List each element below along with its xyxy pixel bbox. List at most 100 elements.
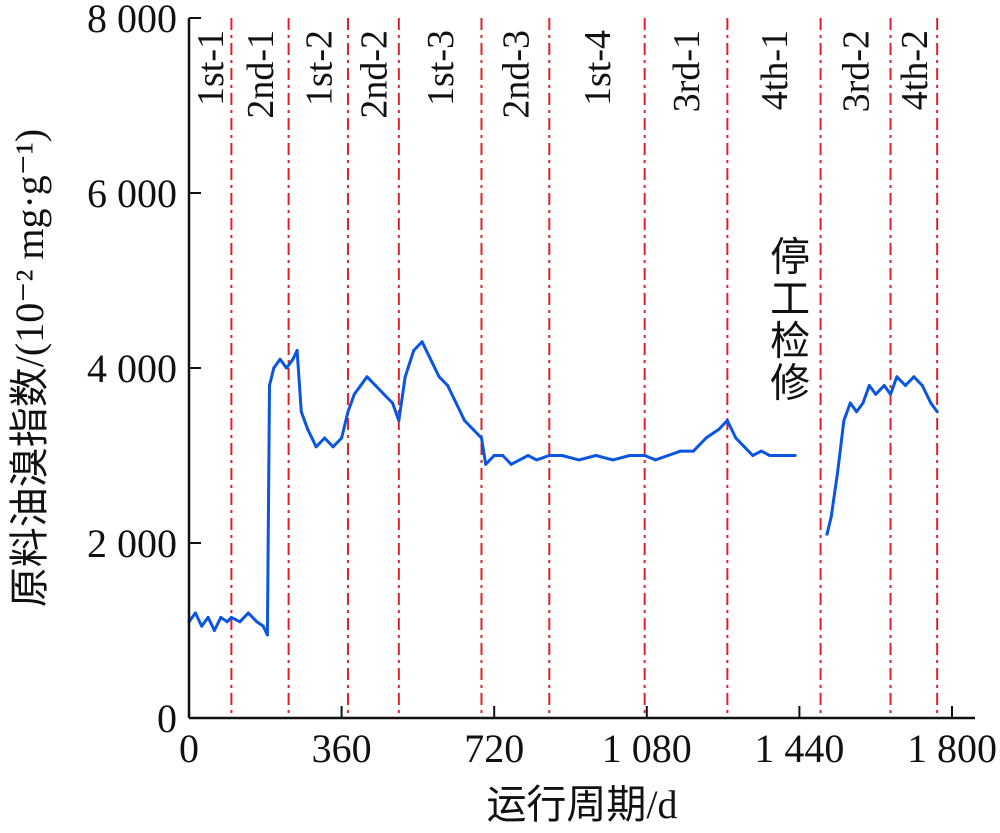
segment-label: 3rd-1 [666,30,708,112]
x-axis-title: 运行周期/d [486,782,677,827]
segment-label: 4th-2 [894,30,936,110]
series-point [272,366,276,370]
x-tick-label: 1 080 [602,726,692,771]
y-axis-title: 原料油溴指数/(10⁻² mg·g⁻¹) [7,129,52,607]
segment-label: 3rd-2 [835,30,877,112]
series-point [691,449,695,453]
series-point [867,384,871,387]
axes [187,18,975,720]
x-tick-label: 360 [312,726,372,771]
series-point [391,401,394,405]
series-point [261,624,265,628]
segment-label: 1st-1 [190,30,232,106]
series-point [889,392,892,396]
series-point [238,620,242,624]
annotation-text: 停工检修 [764,236,810,404]
series-point [547,454,551,457]
series-point [314,445,318,449]
ticks: 0 360 720 1 080 1 440 1 800 0 2 000 4 000 6 000 8 … [87,0,997,771]
series-point [352,392,356,396]
series-point [848,401,852,405]
series-point [725,419,729,422]
series-line [187,340,939,637]
series-point [577,458,581,462]
series-point [882,384,886,387]
series-point [278,357,282,361]
y-tick-label: 0 [157,696,177,741]
series-point [825,532,829,536]
series-point [912,375,916,379]
series-point [628,454,632,457]
series-point [759,449,763,453]
series-point [365,375,369,379]
series-point [323,436,327,440]
segment-label: 1st-2 [298,30,340,106]
series-point [480,436,483,440]
series-point [382,392,386,396]
series-point [653,458,657,462]
series-point [285,366,288,370]
series-point [717,427,721,431]
series-point [679,449,683,453]
series-point [501,454,505,457]
series-point [229,615,233,619]
y-tick-label: 2 000 [87,521,177,566]
series-point [346,410,350,414]
y-tick-label: 6 000 [87,171,177,216]
series-point [751,454,755,457]
series-point [193,611,197,615]
series-point [359,384,363,387]
segment-label: 4th-1 [754,30,796,110]
series-point [437,375,441,379]
series-point [206,615,210,619]
series-point [920,384,924,387]
series-point [299,410,303,414]
series-point [212,629,216,632]
segment-dividers [230,18,939,718]
series-point [420,340,424,344]
segment-label: 1st-3 [420,30,462,106]
series-point [255,620,259,624]
series-point [734,436,738,440]
series-point [492,454,496,457]
segment-label: 2nd-3 [495,30,537,119]
series-point [295,349,299,352]
series-point [842,419,846,422]
series-point [666,454,670,457]
series-point [643,454,647,457]
series-point [463,419,466,422]
series-point [509,462,513,466]
segment-labels: 1st-1 2nd-1 1st-2 2nd-2 1st-3 2nd-3 1st-4 3rd-1… [190,30,936,119]
series-point [374,384,377,387]
segment-label: 2nd-1 [240,30,282,119]
series-point [836,471,839,475]
series-point [429,357,433,361]
series-point [611,458,615,462]
series-point [471,427,475,431]
series-group [187,340,939,637]
series-point [446,384,450,387]
y-tick-label: 4 000 [87,346,177,391]
series-point [594,454,598,457]
series-point [903,384,907,387]
series-point [855,410,859,414]
segment-label: 2nd-2 [353,30,395,119]
series-point [776,454,780,457]
series-point [331,445,335,449]
series-point [306,427,310,431]
series-point [518,458,522,462]
series-point [397,419,401,422]
series-point [225,620,229,624]
series-point [265,633,269,637]
series-point [742,445,746,449]
series-point [246,611,250,615]
series-point [454,401,458,405]
x-tick-label: 1 440 [754,726,844,771]
series-point [874,392,878,396]
series-point [895,375,899,379]
series-point [789,454,793,457]
series-point [484,462,488,466]
x-tick-label: 0 [179,726,199,771]
series-point [200,624,204,628]
